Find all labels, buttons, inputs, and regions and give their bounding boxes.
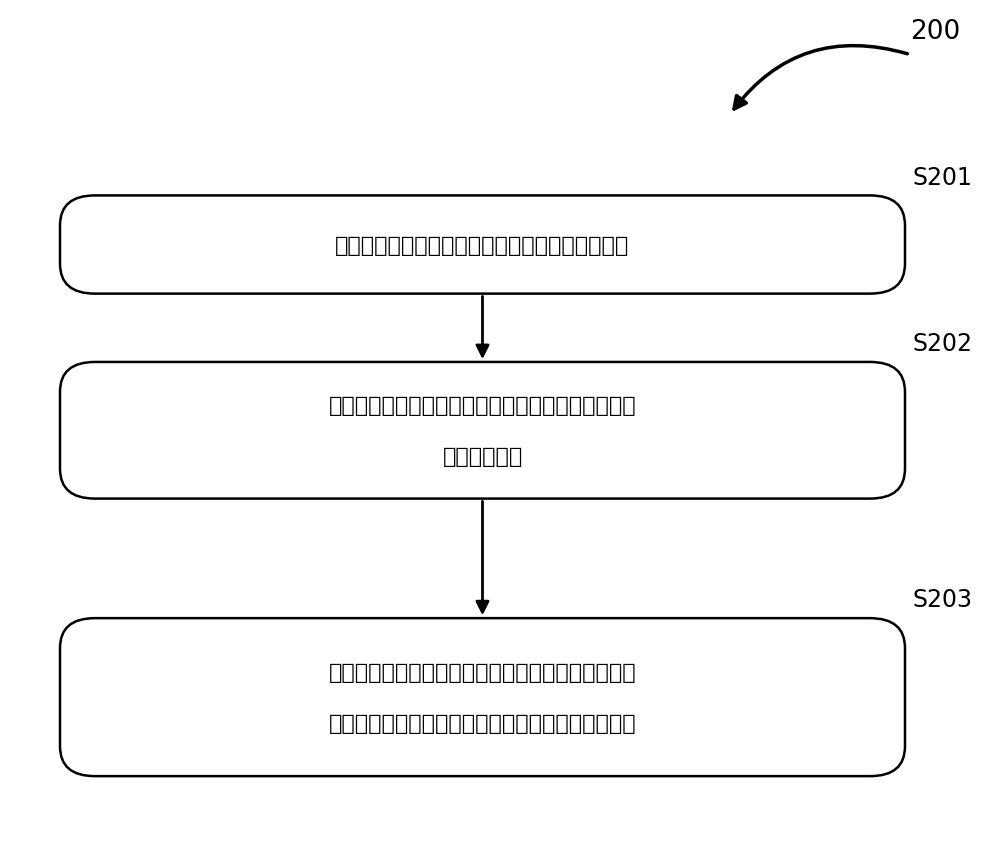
Text: 对获取到的所述实时视频信息进行参会处理，以得到: 对获取到的所述实时视频信息进行参会处理，以得到 <box>329 395 636 415</box>
Text: S203: S203 <box>912 588 972 612</box>
Text: 发服务器，以完成所述终端对所述多媒体会议的参会: 发服务器，以完成所述终端对所述多媒体会议的参会 <box>329 713 636 733</box>
Text: 从终端处获取关于所述多媒体会议的实时视频信息: 从终端处获取关于所述多媒体会议的实时视频信息 <box>335 235 630 255</box>
Text: S201: S201 <box>912 165 972 189</box>
Text: S202: S202 <box>912 332 972 356</box>
Text: 200: 200 <box>910 20 960 45</box>
FancyBboxPatch shape <box>60 196 905 294</box>
FancyBboxPatch shape <box>60 618 905 776</box>
Text: 参会视频信息: 参会视频信息 <box>442 446 523 467</box>
Text: 将所述参会视频信息发送至与所述终端相关的媒体转: 将所述参会视频信息发送至与所述终端相关的媒体转 <box>329 662 636 682</box>
FancyBboxPatch shape <box>60 363 905 499</box>
